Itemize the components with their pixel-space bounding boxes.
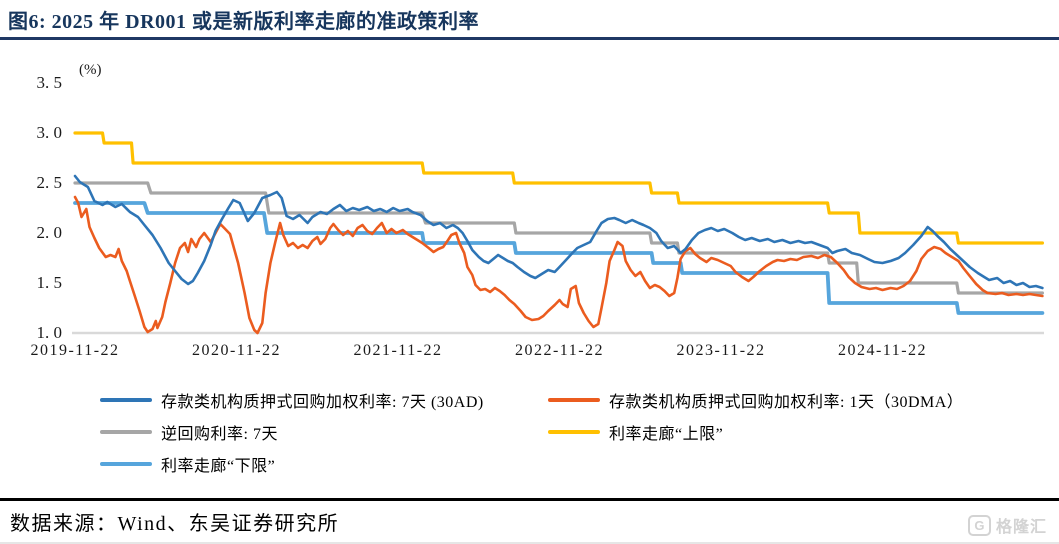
- x-tick-label: 2021-11-22: [353, 342, 443, 359]
- gelonghui-logo-icon: G: [967, 514, 991, 536]
- footer-divider: [0, 498, 1059, 501]
- series-line-1: [73, 195, 1044, 335]
- x-tick-label: 2024-11-22: [837, 342, 928, 359]
- y-tick-label: 3. 0: [36, 123, 63, 142]
- y-tick-label: 1. 5: [36, 273, 63, 292]
- legend-item-dr007: 存款类机构质押式回购加权利率: 7天 (30AD): [100, 390, 484, 411]
- legend-label-dr001: 存款类机构质押式回购加权利率: 1天（30DMA）: [609, 394, 964, 411]
- bottom-edge-line: [0, 542, 1059, 544]
- legend-label-corridor-ceiling: 利率走廊“上限”: [609, 426, 724, 443]
- legend-swatch-corridor-ceiling: [548, 430, 600, 434]
- legend-item-corridor-floor: 利率走廊“下限”: [100, 454, 276, 475]
- series-line-0: [73, 174, 1044, 290]
- legend-item-corridor-ceiling: 利率走廊“上限”: [548, 422, 724, 443]
- legend-item-omo-7d: 逆回购利率: 7天: [100, 422, 278, 443]
- legend-label-dr007: 存款类机构质押式回购加权利率: 7天 (30AD): [161, 394, 484, 411]
- gelonghui-logo: G 格隆汇: [967, 513, 1047, 537]
- gelonghui-logo-text: 格隆汇: [995, 519, 1047, 536]
- legend-swatch-dr007: [100, 398, 152, 402]
- x-tick-label: 2019-11-22: [30, 342, 120, 359]
- figure-title: 图6: 2025 年 DR001 或是新版利率走廊的准政策利率: [8, 11, 480, 33]
- data-source: 数据来源：Wind、东吴证券研究所: [10, 513, 340, 535]
- y-tick-label: 2. 0: [36, 223, 63, 242]
- legend-label-corridor-floor: 利率走廊“下限”: [161, 458, 276, 475]
- y-tick-label: 1. 0: [36, 323, 63, 342]
- y-tick-label: 3. 5: [36, 73, 63, 92]
- y-axis-unit-label: (%): [79, 62, 102, 78]
- series-line-3: [73, 131, 1045, 245]
- y-tick-label: 2. 5: [36, 173, 63, 192]
- legend-label-omo-7d: 逆回购利率: 7天: [161, 426, 278, 443]
- x-tick-label: 2023-11-22: [676, 342, 766, 359]
- legend-swatch-corridor-floor: [100, 462, 152, 466]
- title-underline: [0, 37, 1059, 40]
- x-tick-label: 2020-11-22: [191, 342, 282, 359]
- series-line-4: [73, 201, 1045, 315]
- series-line-2: [73, 181, 1045, 295]
- legend-item-dr001: 存款类机构质押式回购加权利率: 1天（30DMA）: [548, 390, 964, 411]
- legend-swatch-dr001: [548, 398, 600, 402]
- x-tick-label: 2022-11-22: [514, 342, 605, 359]
- legend-swatch-omo-7d: [100, 430, 152, 434]
